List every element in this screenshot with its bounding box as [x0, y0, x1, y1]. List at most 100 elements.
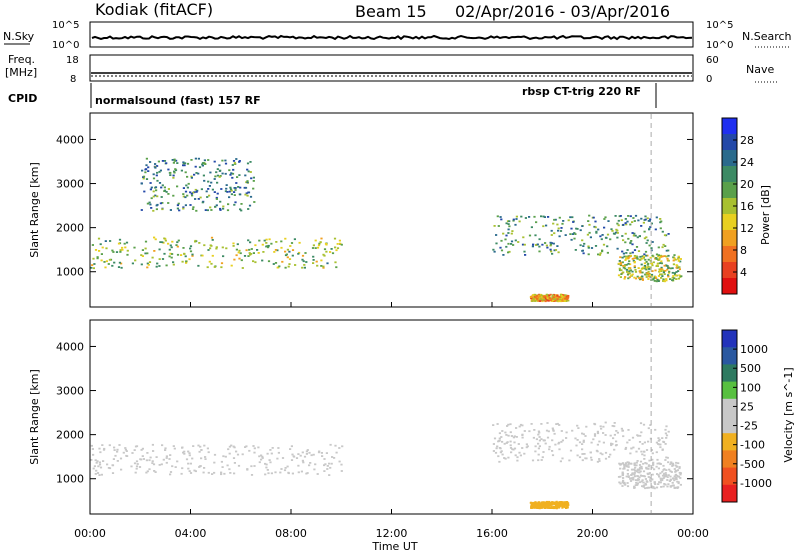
echo-cell	[635, 464, 638, 467]
echo-cell	[542, 225, 545, 228]
echo-cell	[158, 258, 161, 260]
echo-cell	[232, 245, 235, 247]
echo-cell	[141, 455, 144, 457]
echo-cell	[119, 251, 122, 253]
echo-cell	[541, 504, 544, 506]
echo-cell	[498, 437, 501, 440]
echo-cell	[146, 452, 149, 454]
echo-cell	[169, 454, 172, 456]
echo-cell	[558, 298, 561, 301]
echo-cell	[647, 465, 650, 468]
echo-cell	[553, 232, 556, 235]
echo-cell	[639, 255, 642, 258]
echo-cell	[639, 434, 642, 437]
echo-cell	[507, 223, 510, 225]
echo-cell	[289, 448, 292, 450]
echo-cell	[320, 452, 323, 454]
echo-cell	[338, 460, 341, 463]
echo-cell	[663, 468, 666, 470]
echo-cell	[305, 472, 308, 475]
echo-cell	[203, 159, 206, 162]
colorbar-tick-label: 12	[740, 222, 754, 235]
echo-cell	[582, 252, 585, 255]
echo-cell	[180, 254, 183, 256]
echo-cell	[549, 293, 552, 296]
echo-cell	[105, 260, 108, 263]
echo-cell	[581, 249, 584, 252]
echo-cell	[633, 257, 636, 260]
echo-cell	[552, 430, 555, 432]
echo-cell	[187, 462, 190, 465]
echo-cell	[317, 244, 321, 247]
echo-cell	[314, 247, 317, 249]
echo-cell	[493, 225, 496, 227]
echo-cell	[624, 232, 627, 235]
echo-cell	[495, 242, 498, 245]
echo-cell	[640, 465, 643, 468]
echo-cell	[219, 207, 222, 210]
echo-cell	[537, 447, 540, 450]
echo-cell	[158, 265, 161, 267]
freq-unit: [MHz]	[5, 66, 37, 79]
echo-cell	[189, 204, 192, 206]
echo-cell	[152, 177, 156, 180]
echo-cell	[534, 450, 537, 453]
echo-cell	[219, 209, 222, 211]
echo-cell	[235, 254, 238, 257]
echo-cell	[322, 265, 325, 268]
echo-cell	[553, 249, 556, 252]
echo-cell	[144, 247, 147, 250]
echo-cell	[193, 173, 196, 176]
echo-cell	[98, 447, 101, 450]
echo-cell	[264, 462, 267, 465]
echo-cell	[172, 263, 175, 266]
echo-cell	[499, 451, 502, 454]
y-tick-label: 4000	[56, 340, 84, 353]
echo-cell	[582, 439, 585, 442]
echo-cell	[639, 271, 642, 274]
echo-cell	[566, 504, 569, 507]
echo-cell	[633, 276, 636, 279]
echo-cell	[246, 194, 249, 197]
echo-cell	[575, 444, 578, 447]
echo-cell	[626, 271, 629, 273]
echo-cell	[647, 258, 650, 261]
echo-cell	[600, 427, 603, 430]
echo-cell	[211, 473, 214, 475]
echo-cell	[603, 226, 606, 229]
echo-cell	[624, 264, 627, 266]
echo-cell	[192, 191, 195, 194]
echo-cell	[279, 471, 282, 474]
echo-cell	[557, 506, 561, 509]
echo-cell	[523, 243, 526, 246]
echo-cell	[200, 457, 203, 460]
echo-cell	[271, 447, 274, 449]
echo-cell	[560, 505, 563, 507]
echo-cell	[647, 272, 650, 275]
echo-cell	[172, 176, 175, 179]
echo-cell	[559, 300, 562, 302]
echo-cell	[532, 243, 535, 246]
echo-cell	[188, 454, 191, 457]
echo-cell	[596, 460, 599, 463]
echo-cell	[98, 474, 101, 476]
echo-cell	[121, 248, 124, 251]
echo-cell	[651, 254, 654, 257]
echo-cell	[519, 423, 523, 426]
echo-cell	[671, 462, 675, 465]
echo-cell	[634, 214, 638, 217]
echo-cell	[221, 159, 224, 162]
echo-cell	[618, 481, 621, 484]
echo-cell	[664, 428, 667, 431]
echo-cell	[633, 475, 637, 478]
echo-cell	[549, 248, 552, 251]
echo-cell	[268, 459, 271, 461]
echo-cell	[647, 427, 650, 430]
echo-cell	[554, 296, 557, 299]
echo-cell	[626, 273, 630, 276]
echo-cell	[534, 299, 537, 302]
colorbar-swatch	[722, 484, 737, 503]
echo-cell	[628, 272, 631, 275]
echo-cell	[669, 463, 672, 466]
echo-cell	[619, 276, 622, 278]
